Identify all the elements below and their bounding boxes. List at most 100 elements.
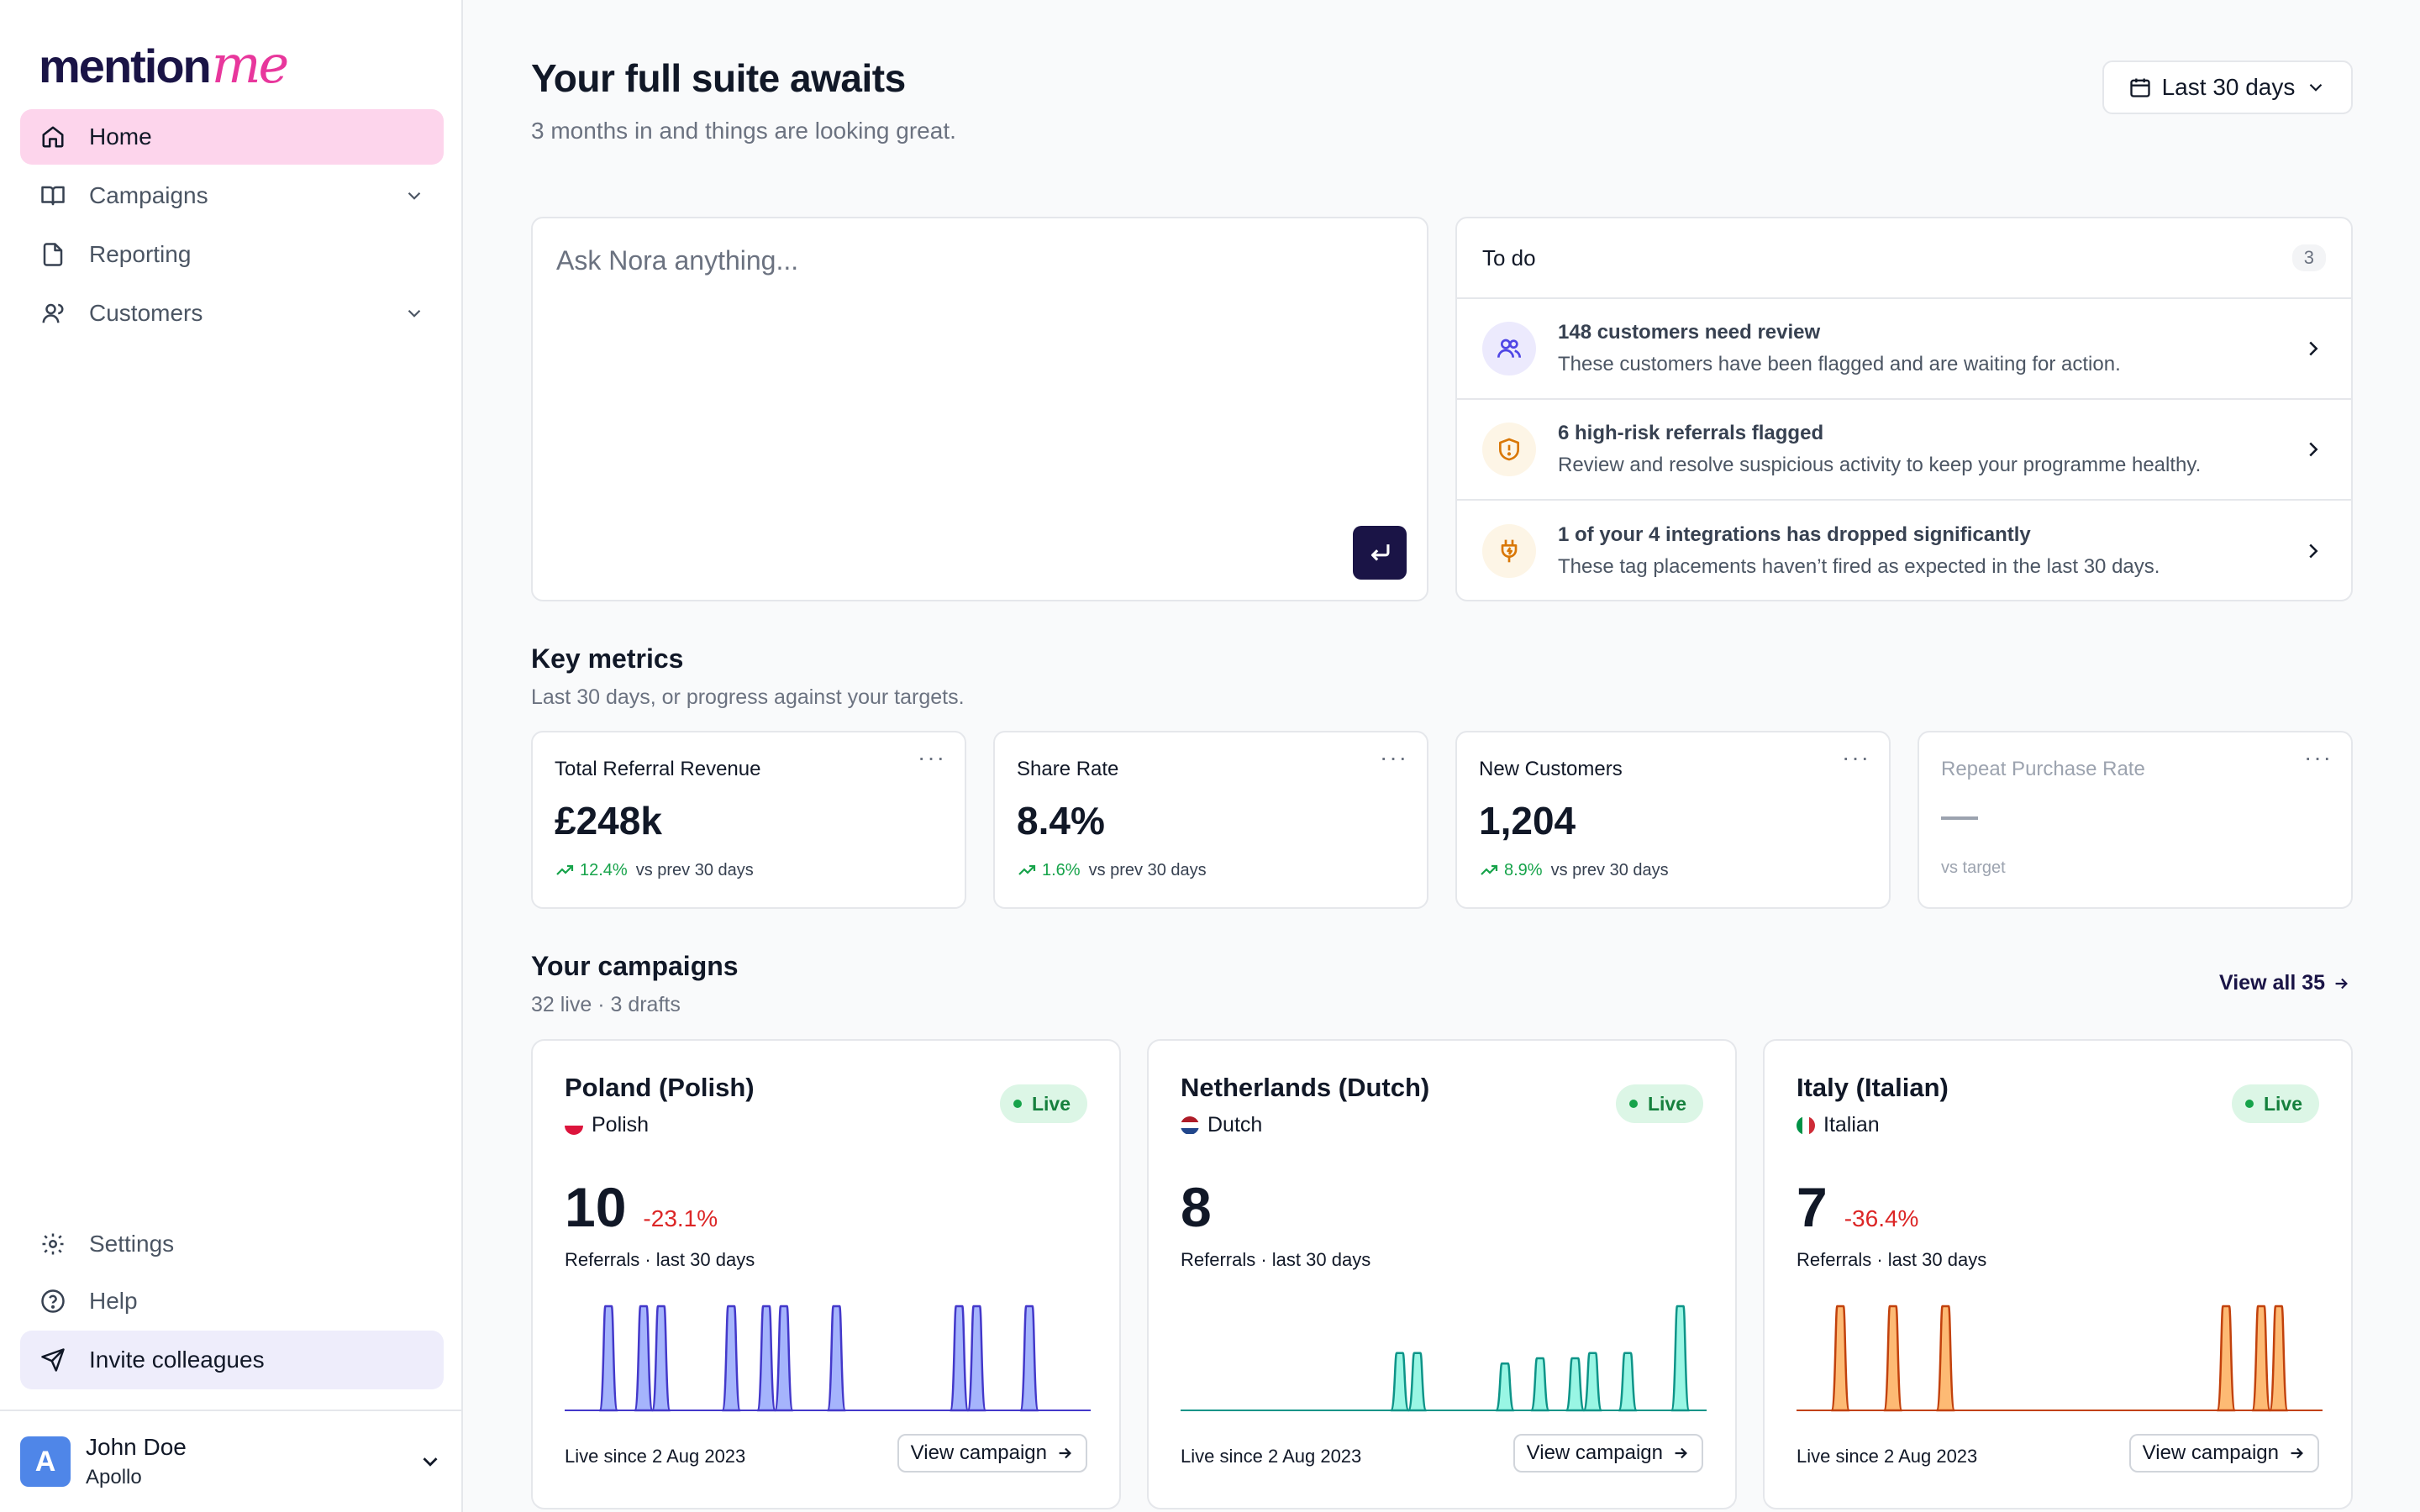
nav-label: Invite colleagues	[89, 1347, 265, 1373]
campaign-language: Dutch	[1181, 1113, 1262, 1137]
ask-nora-input[interactable]: Ask Nora anything...	[531, 217, 1428, 601]
view-all-label: View all 35	[2219, 971, 2326, 995]
metric-delta: 12.4%	[580, 860, 628, 879]
todo-item-integrations[interactable]: 1 of your 4 integrations has dropped sig…	[1457, 501, 2351, 600]
view-campaign-button[interactable]: View campaign	[2128, 1434, 2319, 1473]
more-options-icon[interactable]: ···	[1380, 744, 1408, 770]
todo-header: To do 3	[1457, 218, 2351, 299]
sparkline-peak	[949, 1305, 970, 1412]
view-campaign-button[interactable]: View campaign	[897, 1434, 1087, 1473]
metric-label: New Customers	[1479, 758, 1623, 780]
campaigns-title: Your campaigns	[531, 951, 739, 981]
status-label: Live	[1647, 1092, 1686, 1115]
nav-item-settings[interactable]: Settings	[20, 1216, 444, 1272]
metric-card[interactable]: Total Referral Revenue ··· £248k 12.4% v…	[531, 731, 966, 909]
plug-icon	[1482, 524, 1536, 578]
more-options-icon[interactable]: ···	[2304, 744, 2333, 770]
view-all-campaigns-link[interactable]: View all 35	[2219, 971, 2350, 995]
campaign-name: Netherlands (Dutch)	[1181, 1073, 1430, 1102]
metric-label: Repeat Purchase Rate	[1941, 758, 2145, 780]
flag-stripe	[565, 1116, 583, 1126]
sparkline-peak	[598, 1305, 618, 1412]
todo-item-title: 1 of your 4 integrations has dropped sig…	[1558, 523, 2031, 546]
flag-stripe	[1802, 1116, 1809, 1135]
chevron-right-icon	[2309, 543, 2318, 559]
chevron-down-icon[interactable]	[403, 302, 425, 324]
campaigns-subtitle: 32 live · 3 drafts	[531, 993, 681, 1016]
main-content: Your full suite awaits 3 months in and t…	[463, 0, 2420, 1512]
metric-delta: 1.6%	[1042, 860, 1081, 879]
more-options-icon[interactable]: ···	[918, 744, 946, 770]
status-label: Live	[2263, 1092, 2302, 1115]
home-icon	[39, 123, 67, 151]
view-campaign-label: View campaign	[2142, 1441, 2279, 1464]
sparkline-peak	[1830, 1305, 1850, 1412]
todo-item-desc: Review and resolve suspicious activity t…	[1558, 454, 2202, 476]
netherlands-flag-icon	[1181, 1116, 1199, 1135]
campaign-card[interactable]: Poland (Polish) Polish Live 10 -23.1% Re…	[531, 1039, 1121, 1509]
chevron-down-icon[interactable]	[418, 1449, 443, 1474]
arrow-right-icon	[2291, 1447, 2303, 1459]
submit-button[interactable]	[1353, 526, 1407, 580]
arrow-right-icon	[1059, 1447, 1071, 1459]
view-campaign-button[interactable]: View campaign	[1512, 1434, 1703, 1473]
arrow-right-icon	[1675, 1447, 1687, 1459]
logo-primary-text: mention	[39, 39, 212, 92]
sparkline-peak	[826, 1305, 847, 1412]
campaign-language: Polish	[565, 1113, 649, 1137]
nav-item-customers[interactable]: Customers	[20, 286, 444, 341]
nav-label: Help	[89, 1288, 138, 1314]
metric-value: 1,204	[1479, 799, 1576, 843]
referrals-label: Referrals · last 30 days	[1181, 1249, 1371, 1270]
campaign-card[interactable]: Netherlands (Dutch) Dutch Live 8 Referra…	[1147, 1039, 1737, 1509]
more-options-icon[interactable]: ···	[1842, 744, 1870, 770]
trend-up-icon	[556, 864, 574, 875]
metric-card[interactable]: Repeat Purchase Rate ··· vs target	[1918, 731, 2353, 909]
sparkline-peak	[1390, 1352, 1410, 1412]
calendar-icon	[2129, 78, 2150, 97]
shield-alert-icon	[1482, 423, 1536, 476]
todo-title: To do	[1482, 244, 1536, 270]
sparkline-peak	[1407, 1352, 1428, 1412]
campaign-card[interactable]: Italy (Italian) Italian Live 7 -36.4% Re…	[1763, 1039, 2353, 1509]
nav-item-home[interactable]: Home	[20, 109, 444, 165]
metric-footer: 12.4% vs prev 30 days	[555, 860, 754, 880]
mention-me-logo[interactable]: mention me	[39, 34, 289, 95]
chevron-down-icon[interactable]	[403, 185, 425, 207]
metric-compare: vs prev 30 days	[1088, 860, 1207, 879]
italy-flag-icon	[1797, 1116, 1815, 1135]
live-since: Live since 2 Aug 2023	[565, 1446, 746, 1467]
todo-item-high-risk[interactable]: 6 high-risk referrals flagged Review and…	[1457, 400, 2351, 501]
referrals-sparkline	[1797, 1305, 2323, 1412]
nav-item-help[interactable]: Help	[20, 1273, 444, 1329]
user-menu[interactable]: A John Doe Apollo	[0, 1410, 463, 1512]
todo-item-desc: These customers have been flagged and ar…	[1558, 353, 2121, 375]
date-range-label: Last 30 days	[2161, 74, 2296, 100]
referrals-label: Referrals · last 30 days	[1797, 1249, 1987, 1270]
nav-item-campaigns[interactable]: Campaigns	[20, 168, 444, 223]
invite-colleagues-button[interactable]: Invite colleagues	[20, 1331, 444, 1389]
flag-stripe	[1181, 1121, 1199, 1129]
metric-footer: 8.9% vs prev 30 days	[1479, 860, 1669, 880]
metric-empty-value	[1941, 816, 1978, 820]
live-since: Live since 2 Aug 2023	[1181, 1446, 1362, 1467]
sidebar: mention me Home Campaigns Reporting	[0, 0, 463, 1512]
sparkline-peak	[1670, 1305, 1691, 1412]
users-icon	[1482, 322, 1536, 375]
metric-card[interactable]: New Customers ··· 1,204 8.9% vs prev 30 …	[1455, 731, 1891, 909]
nav-item-reporting[interactable]: Reporting	[20, 227, 444, 282]
date-range-button[interactable]: Last 30 days	[2102, 60, 2353, 114]
key-metrics-subtitle: Last 30 days, or progress against your t…	[531, 685, 965, 709]
todo-count-badge: 3	[2291, 244, 2326, 271]
poland-flag-icon	[565, 1116, 583, 1135]
flag-stripe	[1181, 1128, 1199, 1135]
language-label: Italian	[1823, 1113, 1880, 1137]
referrals-sparkline	[1181, 1305, 1707, 1412]
todo-item-title: 6 high-risk referrals flagged	[1558, 422, 1824, 444]
help-icon	[39, 1287, 67, 1315]
language-label: Dutch	[1207, 1113, 1263, 1137]
referrals-value: 8	[1181, 1176, 1212, 1238]
todo-item-customers-review[interactable]: 148 customers need review These customer…	[1457, 299, 2351, 400]
metric-card[interactable]: Share Rate ··· 8.4% 1.6% vs prev 30 days	[993, 731, 1428, 909]
sparkline-peak	[634, 1305, 654, 1412]
